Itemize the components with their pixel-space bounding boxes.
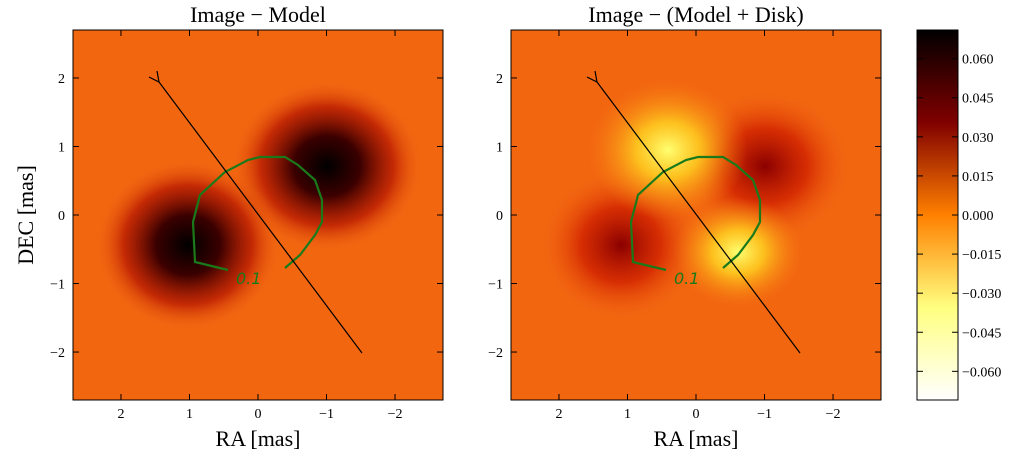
- x-tick-label: 0: [693, 407, 700, 422]
- x-tick-label: −2: [826, 407, 841, 422]
- x-tick-label: 2: [117, 407, 124, 422]
- x-tick-label: 2: [555, 407, 562, 422]
- x-tick-label: −2: [388, 407, 403, 422]
- colorbar-tick-label: 0.000: [962, 209, 994, 224]
- y-axis-label: DEC [mas]: [13, 165, 38, 265]
- y-tick-label: −1: [50, 278, 65, 293]
- colorbar-tick-label: −0.030: [962, 287, 1001, 302]
- x-tick-label: 0: [255, 407, 262, 422]
- y-tick-label: 1: [58, 140, 65, 155]
- y-tick-label: −2: [488, 346, 503, 361]
- y-tick-label: 2: [58, 72, 65, 87]
- y-tick-label: 1: [496, 140, 503, 155]
- colorbar-tick-label: 0.045: [962, 92, 994, 107]
- panel-image: [511, 30, 881, 400]
- colorbar-tick-label: −0.015: [962, 248, 1001, 263]
- x-tick-label: 1: [186, 407, 193, 422]
- colorbar-tick-label: 0.030: [962, 131, 994, 146]
- colorbar: [916, 29, 959, 401]
- x-tick-label: 1: [624, 407, 631, 422]
- contour-label: 0.1: [674, 269, 699, 288]
- y-tick-label: 0: [58, 209, 65, 224]
- y-tick-label: 2: [496, 72, 503, 87]
- panel-title: Image − Model: [190, 2, 326, 27]
- colorbar-tick-label: 0.015: [962, 170, 994, 185]
- x-axis-label: RA [mas]: [216, 426, 301, 451]
- colorbar-tick-label: 0.060: [962, 53, 994, 68]
- contour-label: 0.1: [236, 269, 261, 288]
- colorbar-tick-label: −0.060: [962, 365, 1001, 380]
- y-tick-label: −2: [50, 346, 65, 361]
- x-tick-label: −1: [757, 407, 772, 422]
- x-tick-label: −1: [319, 407, 334, 422]
- y-tick-label: −1: [488, 278, 503, 293]
- panel-image: [73, 30, 443, 400]
- y-tick-label: 0: [496, 209, 503, 224]
- panel-title: Image − (Model + Disk): [588, 2, 803, 27]
- colorbar-tick-label: −0.045: [962, 326, 1001, 341]
- x-axis-label: RA [mas]: [654, 426, 739, 451]
